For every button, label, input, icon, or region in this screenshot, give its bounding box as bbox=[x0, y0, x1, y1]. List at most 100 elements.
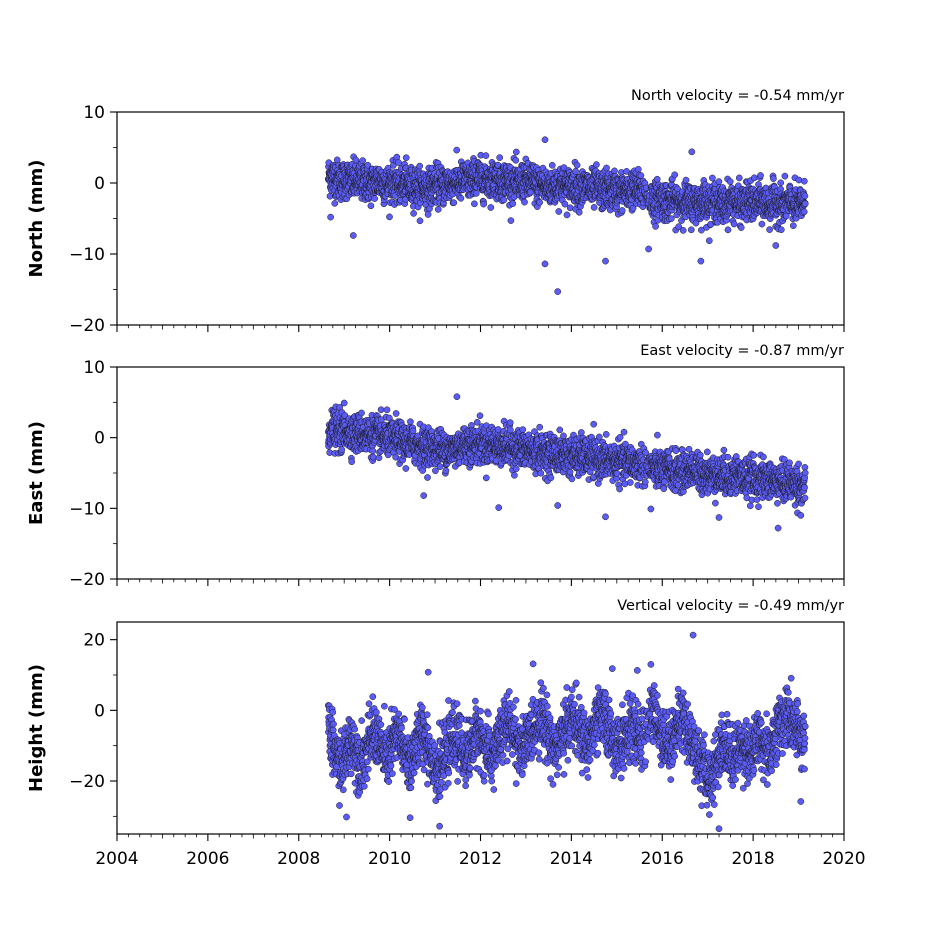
north-data-point bbox=[521, 198, 528, 206]
east-data-point bbox=[506, 419, 514, 426]
north-data-point bbox=[679, 227, 687, 234]
north-data-point bbox=[453, 146, 461, 154]
north-data-point bbox=[480, 200, 487, 208]
east-data-point bbox=[577, 429, 585, 436]
north-outlier-point bbox=[541, 260, 549, 268]
east-data-point bbox=[556, 426, 564, 434]
north-data-point bbox=[434, 206, 442, 213]
north-data-point bbox=[593, 161, 600, 168]
east-data-point bbox=[494, 426, 502, 433]
east-data-point bbox=[536, 423, 544, 431]
east-data-point bbox=[568, 475, 576, 483]
north-data-point bbox=[652, 223, 659, 230]
north-data-point bbox=[757, 172, 764, 179]
north-data-point bbox=[395, 159, 402, 166]
north-outlier-point bbox=[602, 257, 609, 265]
north-data-point bbox=[777, 179, 785, 187]
north-velocity-title: North velocity = -0.54 mm/yr bbox=[631, 88, 844, 104]
east-data-point bbox=[377, 406, 385, 414]
east-data-point bbox=[602, 431, 610, 438]
north-outlier-point bbox=[697, 257, 705, 265]
north-data-point bbox=[410, 210, 417, 217]
east-data-point bbox=[519, 426, 527, 433]
east-data-point bbox=[358, 409, 365, 417]
east-data-point bbox=[392, 410, 400, 417]
north-data-point bbox=[789, 222, 797, 230]
north-data-point bbox=[572, 168, 579, 175]
east-data-point bbox=[626, 479, 634, 486]
north-data-point bbox=[496, 154, 504, 161]
north-data-point bbox=[777, 226, 785, 234]
east-data-point bbox=[511, 471, 518, 479]
east-data-point bbox=[348, 458, 356, 466]
north-outlier-point bbox=[541, 136, 549, 144]
east-data-point bbox=[616, 433, 624, 441]
north-data-point bbox=[352, 156, 360, 164]
north-y-axis-label: North (mm) bbox=[26, 160, 47, 278]
east-data-point bbox=[547, 474, 555, 482]
east-data-point bbox=[476, 412, 484, 420]
north-data-point bbox=[675, 223, 683, 231]
north-outlier-point bbox=[327, 213, 334, 221]
north-data-point bbox=[801, 200, 809, 208]
east-data-point bbox=[712, 499, 719, 507]
north-outlier-point bbox=[349, 232, 357, 239]
north-data-point bbox=[457, 194, 465, 202]
north-data-point bbox=[618, 207, 626, 214]
north-data-point bbox=[766, 226, 773, 233]
north-data-point bbox=[416, 217, 424, 225]
north-data-point bbox=[781, 172, 789, 180]
north-data-point bbox=[536, 199, 543, 206]
east-data-point bbox=[696, 451, 704, 459]
north-data-point bbox=[331, 200, 339, 207]
east-data-point bbox=[442, 467, 450, 474]
north-data-point bbox=[389, 162, 397, 169]
north-data-point bbox=[555, 208, 563, 215]
north-data-point bbox=[364, 161, 372, 169]
north-data-point bbox=[653, 175, 661, 183]
north-data-point bbox=[590, 204, 598, 211]
north-data-point bbox=[687, 226, 695, 234]
north-data-point bbox=[715, 178, 723, 185]
north-data-point bbox=[726, 178, 734, 185]
east-data-point bbox=[407, 418, 414, 426]
north-data-point bbox=[548, 161, 556, 169]
east-data-point bbox=[672, 447, 680, 455]
north-points bbox=[324, 136, 809, 295]
north-data-point bbox=[450, 199, 458, 207]
north-data-point bbox=[801, 192, 809, 200]
east-data-point bbox=[642, 449, 649, 456]
north-data-point bbox=[730, 220, 738, 228]
east-points bbox=[324, 393, 809, 532]
north-outlier-point bbox=[772, 242, 780, 249]
north-outlier-point bbox=[645, 245, 652, 253]
north-data-point bbox=[671, 171, 679, 179]
north-data-point bbox=[563, 211, 571, 219]
east-data-point bbox=[641, 478, 649, 486]
north-data-point bbox=[573, 161, 581, 169]
east-data-point bbox=[654, 431, 661, 439]
east-data-point bbox=[402, 465, 410, 472]
north-data-point bbox=[359, 157, 367, 164]
north-data-point bbox=[737, 224, 745, 231]
north-data-point bbox=[735, 174, 743, 182]
east-data-point bbox=[590, 420, 598, 428]
north-data-point bbox=[509, 200, 517, 207]
north-data-point bbox=[634, 165, 642, 173]
east-data-point bbox=[566, 468, 574, 476]
north-data-point bbox=[667, 215, 675, 222]
north-data-point bbox=[705, 237, 713, 245]
north-data-point bbox=[512, 148, 520, 156]
north-data-point bbox=[682, 176, 690, 184]
east-data-point bbox=[620, 428, 628, 436]
north-data-point bbox=[482, 152, 490, 159]
north-data-point bbox=[507, 217, 515, 224]
east-data-point bbox=[383, 406, 391, 414]
north-data-point bbox=[471, 200, 478, 208]
north-data-point bbox=[800, 208, 808, 216]
north-data-point bbox=[770, 175, 777, 182]
north-y-tick-label: 10 bbox=[83, 103, 105, 123]
